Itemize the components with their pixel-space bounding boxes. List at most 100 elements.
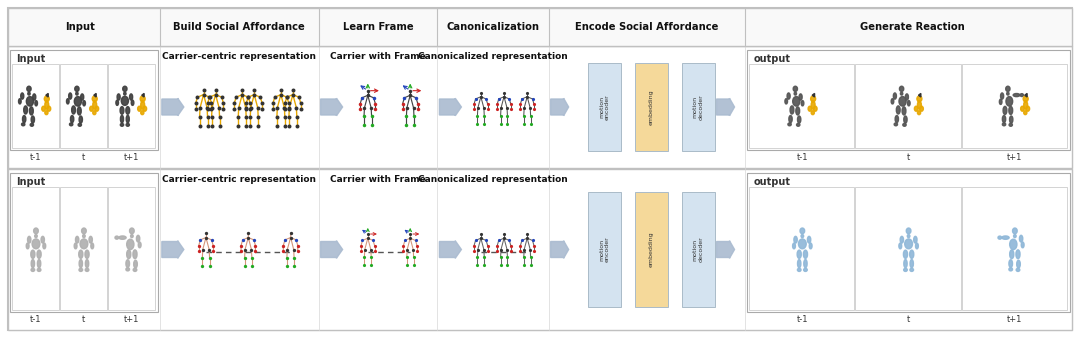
Ellipse shape [22,123,25,126]
Text: t-1: t-1 [797,315,808,324]
Ellipse shape [894,123,897,126]
Ellipse shape [901,92,903,95]
Ellipse shape [75,86,79,92]
Ellipse shape [126,115,130,123]
Ellipse shape [32,239,40,249]
Polygon shape [551,241,569,258]
Ellipse shape [811,111,814,115]
Ellipse shape [1002,116,1005,123]
Ellipse shape [797,260,801,268]
Ellipse shape [891,99,894,104]
Bar [747,50,1070,150]
Bar [681,63,715,151]
Ellipse shape [140,111,144,115]
Ellipse shape [120,106,124,114]
Ellipse shape [93,111,96,115]
Text: Input: Input [65,22,95,32]
Ellipse shape [85,250,90,259]
Text: Carrier with Frame: Carrier with Frame [330,52,426,61]
Polygon shape [45,93,49,97]
Ellipse shape [121,96,129,105]
Ellipse shape [137,106,141,111]
Ellipse shape [999,99,1002,104]
Ellipse shape [1007,92,1009,95]
Bar [10,173,158,312]
Ellipse shape [27,236,31,243]
Polygon shape [141,93,144,97]
Bar [12,64,59,148]
Ellipse shape [78,107,81,115]
Ellipse shape [799,94,802,100]
Ellipse shape [904,116,907,123]
Ellipse shape [114,236,119,239]
Text: t+1: t+1 [124,153,139,162]
Ellipse shape [893,93,896,99]
Ellipse shape [93,101,97,109]
Text: Learn Frame: Learn Frame [342,22,414,32]
Polygon shape [1025,93,1027,97]
Ellipse shape [896,106,900,114]
Ellipse shape [126,268,130,271]
Ellipse shape [787,93,791,99]
Ellipse shape [920,106,923,111]
Ellipse shape [1021,106,1024,111]
Ellipse shape [126,260,130,268]
Ellipse shape [793,86,797,92]
Bar [8,169,1072,330]
Ellipse shape [808,236,811,243]
Ellipse shape [48,106,51,111]
Ellipse shape [75,97,81,106]
Bar [588,63,621,151]
Ellipse shape [915,106,918,111]
Bar [8,8,1072,46]
Ellipse shape [130,228,134,234]
Ellipse shape [1009,268,1013,271]
Polygon shape [440,98,461,116]
Text: t-1: t-1 [30,315,42,324]
Ellipse shape [917,96,922,102]
Ellipse shape [1022,242,1024,248]
Ellipse shape [124,92,126,95]
Ellipse shape [909,250,914,259]
Ellipse shape [24,106,27,114]
Ellipse shape [1013,228,1017,234]
Ellipse shape [811,96,815,102]
Polygon shape [162,241,184,258]
Bar [747,173,1070,312]
Ellipse shape [797,116,801,123]
Ellipse shape [1020,235,1023,242]
Ellipse shape [138,242,141,248]
Polygon shape [716,241,734,258]
Ellipse shape [917,111,920,115]
Ellipse shape [37,250,41,259]
Ellipse shape [117,94,120,100]
Ellipse shape [30,123,33,126]
Ellipse shape [23,116,26,123]
Polygon shape [321,98,342,116]
Ellipse shape [1000,93,1003,99]
Ellipse shape [126,239,134,249]
Ellipse shape [89,236,93,243]
Ellipse shape [899,97,906,106]
Ellipse shape [91,243,94,249]
Ellipse shape [903,123,906,126]
Ellipse shape [133,250,137,259]
Ellipse shape [910,260,914,268]
Ellipse shape [32,94,36,100]
Text: embedding: embedding [649,232,653,267]
Bar [108,64,154,148]
Bar [855,187,961,310]
Ellipse shape [132,100,134,105]
Ellipse shape [1010,116,1013,123]
Ellipse shape [794,92,797,95]
Ellipse shape [80,239,87,249]
Ellipse shape [804,268,807,271]
Text: motion
encoder: motion encoder [599,237,610,262]
Ellipse shape [67,99,69,104]
Ellipse shape [69,93,71,99]
Ellipse shape [29,107,33,115]
Ellipse shape [796,107,799,115]
Ellipse shape [1013,235,1016,238]
Ellipse shape [35,235,38,238]
Bar [635,192,667,308]
